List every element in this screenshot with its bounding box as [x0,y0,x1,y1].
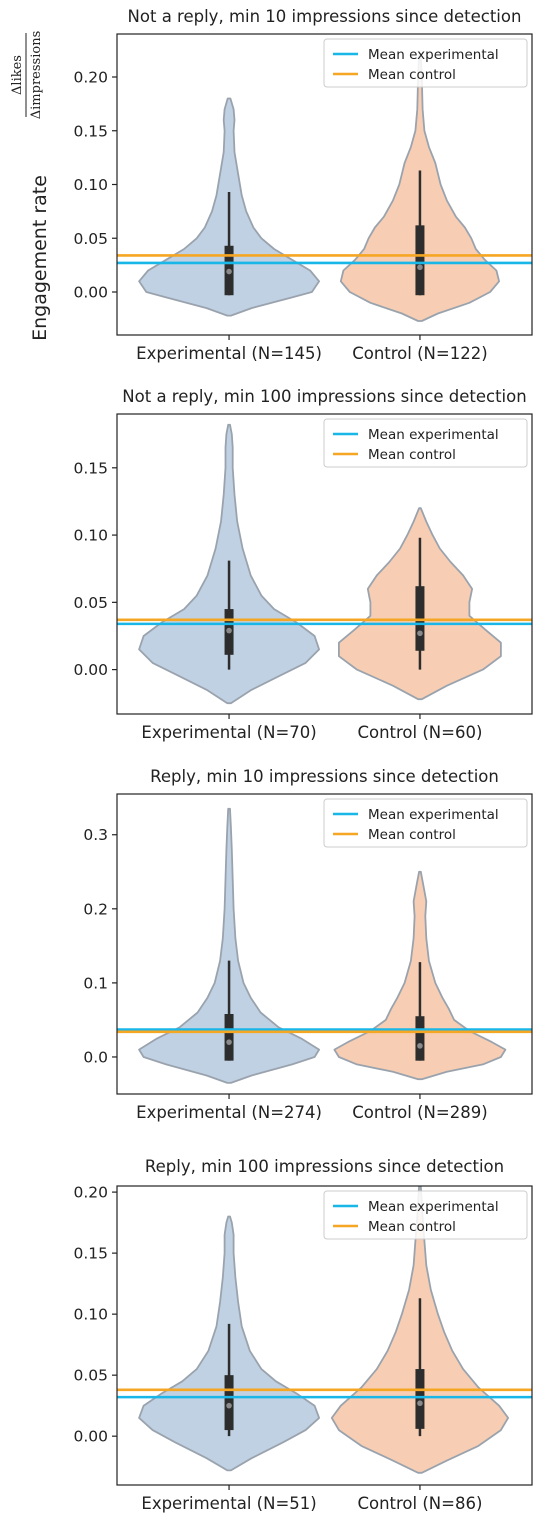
iqr-box-experimental [224,1375,234,1431]
y-tick-label: 0.10 [73,527,108,545]
panel-3: Reply, min 10 impressions since detectio… [83,767,533,1122]
plot-frame [116,413,533,715]
legend: Mean experimental Mean control [323,38,528,88]
y-tick-label: 0.20 [73,1184,108,1202]
shared-y-axis-label: Engagement rate Δlikes Δimpressions [10,31,51,341]
y-tick-label: 0.15 [73,1245,108,1263]
iqr-box-control [415,225,425,296]
x-category-label: Control (N=86) [357,1494,482,1513]
median-dot-control [417,1400,423,1407]
legend: Mean experimental Mean control [323,798,528,848]
x-category-label: Experimental (N=145) [136,344,322,363]
y-tick-label: 0.20 [73,69,108,87]
x-category-label: Experimental (N=70) [141,723,316,742]
y-tick-label: 0.0 [83,1048,108,1066]
legend: Mean experimental Mean control [323,1190,528,1240]
iqr-box-control [415,1369,425,1429]
panel-title: Reply, min 10 impressions since detectio… [150,767,499,786]
plot-area [117,1186,532,1474]
iqr-box-control [415,586,425,651]
x-category-label: Experimental (N=51) [141,1494,316,1513]
y-tick-label: 0.1 [83,974,108,992]
panel-4: Reply, min 100 impressions since detecti… [73,1157,533,1513]
plot-area [117,54,532,322]
legend-label-control: Mean control [368,827,456,843]
panel-title: Reply, min 100 impressions since detecti… [145,1157,504,1176]
legend-box [323,1190,528,1240]
y-tick-label: 0.3 [83,826,108,844]
legend: Mean experimental Mean control [323,418,528,468]
median-dot-experimental [226,268,232,275]
y-tick-label: 0.10 [73,176,108,194]
legend-label-control: Mean control [368,447,456,463]
y-tick-label: 0.05 [73,594,108,612]
y-tick-label: 0.15 [73,122,108,140]
x-category-label: Control (N=122) [352,344,487,363]
iqr-box-experimental [224,1014,234,1061]
y-tick-label: 0.00 [73,661,108,679]
y-tick-label: 0.15 [73,459,108,477]
plot-frame [116,1185,533,1486]
x-category-label: Experimental (N=274) [136,1103,322,1122]
y-tick-label: 0.00 [73,1428,108,1446]
legend-label-experimental: Mean experimental [368,427,499,443]
median-dot-control [417,630,423,637]
median-dot-control [417,264,423,271]
x-category-label: Control (N=289) [352,1103,487,1122]
panel-2: Not a reply, min 100 impressions since d… [73,387,533,742]
legend-box [323,798,528,848]
y-tick-label: 0.00 [73,284,108,302]
y-axis-fraction-numerator: Δlikes [10,55,25,95]
legend-label-control: Mean control [368,1219,456,1235]
panel-title: Not a reply, min 10 impressions since de… [128,7,522,26]
x-category-label: Control (N=60) [357,723,482,742]
y-tick-label: 0.2 [83,900,108,918]
median-dot-experimental [226,1039,232,1045]
plot-area [117,807,532,1084]
plot-frame [116,793,533,1095]
plot-area [117,423,532,705]
iqr-box-control [415,1016,425,1061]
y-tick-label: 0.05 [73,1367,108,1385]
legend-box [323,418,528,468]
y-axis-fraction-denominator: Δimpressions [29,31,44,119]
median-dot-experimental [226,1402,232,1409]
legend-label-experimental: Mean experimental [368,47,499,63]
panel-1: Not a reply, min 10 impressions since de… [73,7,533,363]
y-tick-label: 0.10 [73,1306,108,1324]
legend-label-control: Mean control [368,67,456,83]
median-dot-control [417,1043,423,1049]
legend-label-experimental: Mean experimental [368,807,499,823]
y-axis-label: Engagement rate [29,175,51,341]
legend-label-experimental: Mean experimental [368,1199,499,1215]
panel-title: Not a reply, min 100 impressions since d… [122,387,526,406]
median-dot-experimental [226,627,232,634]
y-tick-label: 0.05 [73,230,108,248]
legend-box [323,38,528,88]
